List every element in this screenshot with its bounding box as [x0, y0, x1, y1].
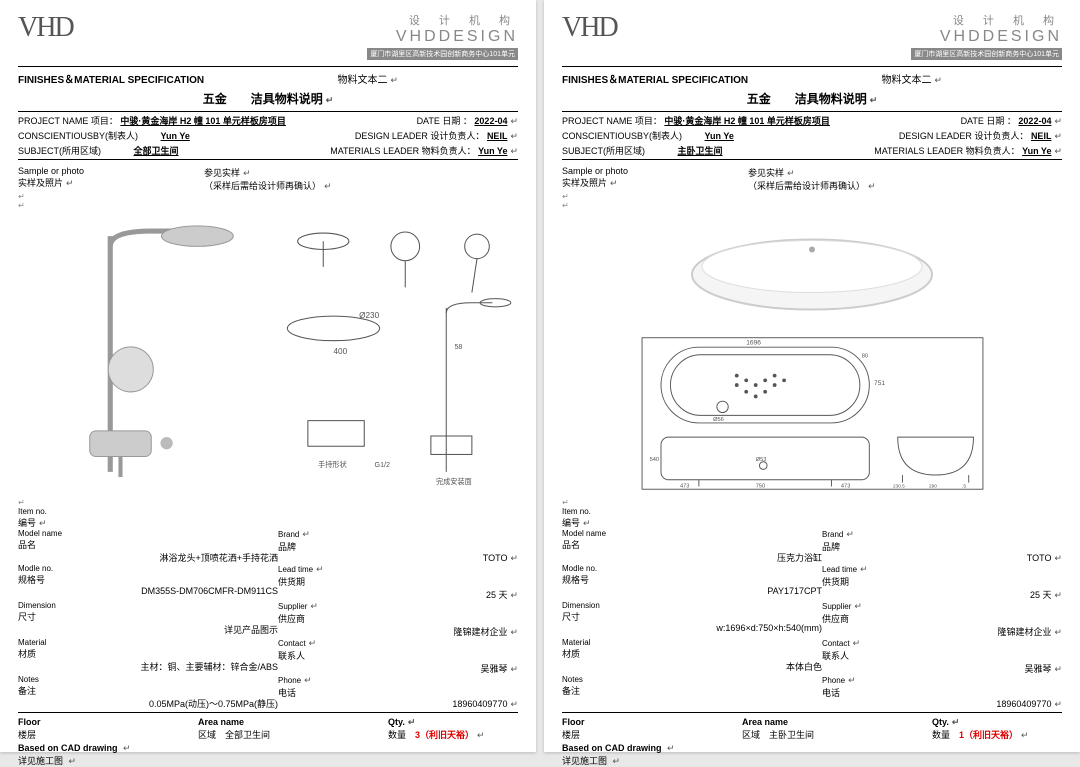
subject-row: SUBJECT(所用区域) 全部卫生间 MATERIALS LEADER 物料负… [18, 144, 518, 157]
spec-title-row: FINISHES＆MATERIAL SPECIFICATION 物料文本二↵ [18, 71, 518, 86]
svg-text:750: 750 [755, 483, 764, 489]
address-strip: 厦门市湖里区高新技术园创新商务中心101单元 [367, 48, 518, 60]
svg-text:.5: .5 [962, 483, 966, 489]
svg-text:230.5: 230.5 [892, 483, 904, 489]
svg-text:751: 751 [874, 380, 885, 387]
spec-page-1: VHD 设 计 机 构 VHDDESIGN 厦门市湖里区高新技术园创新商务中心1… [0, 0, 536, 752]
svg-text:473: 473 [840, 483, 849, 489]
bathtub-diagram-icon: Ø56 1696 751 80 Ø53 473 750 473 540 230.… [600, 333, 1025, 494]
logo-right: 设 计 机 构 VHDDESIGN 厦门市湖里区高新技术园创新商务中心101单元 [367, 12, 518, 60]
footer-values: 楼层 区域 全部卫生间 数量 3（利旧天裕）↵ [18, 728, 518, 741]
sample-row: Sample or photo 实样及照片↵ 参见实样↵ （采样后需给设计师再确… [18, 166, 518, 192]
based-row: Based on CAD drawing ↵ 详见施工图 ↵ [18, 743, 518, 767]
bathtub-photo-icon [662, 214, 962, 325]
svg-text:80: 80 [861, 354, 867, 360]
logo-left: VHD [562, 12, 617, 44]
header: VHD 设 计 机 构 VHDDESIGN 厦门市湖里区高新技术园创新商务中心1… [18, 12, 518, 60]
spec-page-2: VHD 设 计 机 构 VHDDESIGN 厦门市湖里区高新技术园创新商务中心1… [544, 0, 1080, 752]
footer-header: Floor Area name Qty.↵ [18, 717, 518, 728]
shower-photo-icon [18, 214, 264, 494]
product-image-shower: Ø230 400 58 手持形状 G1/2 完成安装面 [18, 214, 518, 494]
svg-text:58: 58 [454, 343, 462, 351]
svg-text:400: 400 [334, 347, 348, 356]
svg-text:1696: 1696 [746, 339, 761, 346]
svg-text:540: 540 [649, 457, 658, 463]
svg-text:G1/2: G1/2 [375, 461, 391, 469]
svg-text:Ø230: Ø230 [359, 311, 379, 320]
logo-right: 设 计 机 构 VHDDESIGN 厦门市湖里区高新技术园创新商务中心101单元 [911, 12, 1062, 60]
header: VHD 设 计 机 构 VHDDESIGN 厦门市湖里区高新技术园创新商务中心1… [562, 12, 1062, 60]
detail-grid: Item no.编号↵ Model name品名淋浴龙头+顶喷花洒+手持花洒 B… [18, 507, 518, 710]
product-image-bathtub: Ø56 1696 751 80 Ø53 473 750 473 540 230.… [562, 214, 1062, 494]
svg-text:290: 290 [928, 483, 936, 489]
svg-text:Ø56: Ø56 [713, 417, 724, 423]
spec-title-cn: 物料文本二 [337, 75, 387, 86]
brand-en: VHDDESIGN [396, 28, 518, 46]
svg-text:手持形状: 手持形状 [318, 460, 347, 469]
logo-left: VHD [18, 12, 73, 44]
conscientious-row: CONSCIENTIOUSBY(制表人) Yun Ye DESIGN LEADE… [18, 129, 518, 142]
spec-title-en: FINISHES＆MATERIAL SPECIFICATION [18, 71, 204, 86]
project-row: PROJECT NAME 项目： 中骏·黄金海岸 H2 幢 101 单元样板房项… [18, 114, 518, 127]
shower-diagram-icon: Ø230 400 58 手持形状 G1/2 完成安装面 [272, 214, 518, 494]
brand-cn: 设 计 机 构 [396, 12, 518, 28]
svg-text:473: 473 [679, 483, 688, 489]
svg-text:完成安装面: 完成安装面 [436, 477, 472, 486]
section-title: 五金 洁具物料说明 [203, 92, 323, 106]
